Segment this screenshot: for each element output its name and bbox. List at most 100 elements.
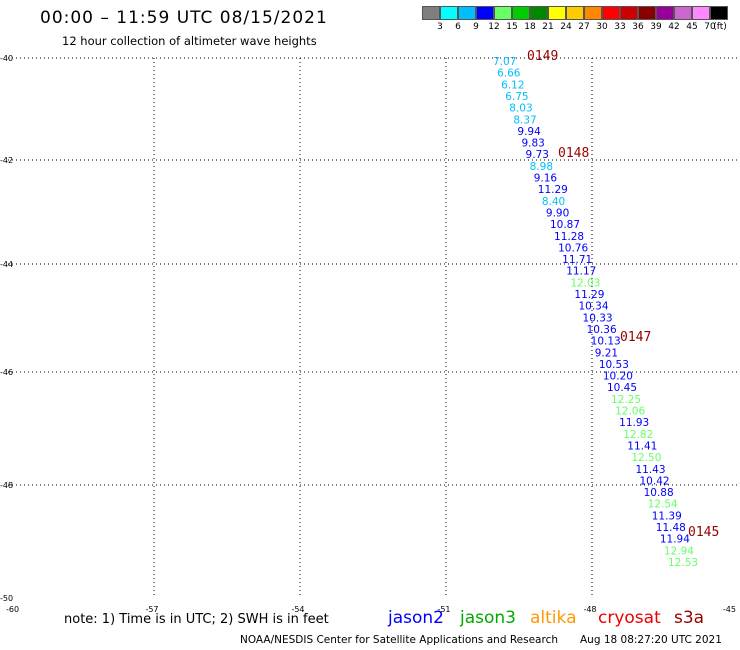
scale-label: 70 [704, 22, 716, 32]
scale-swatch [422, 6, 440, 20]
wave-height-label: 10.87 [550, 219, 580, 231]
graticule [8, 57, 738, 598]
wave-height-label: 8.37 [513, 114, 536, 126]
time-mark-label: 0148 [558, 146, 589, 161]
time-mark-label: 0147 [620, 330, 651, 345]
scale-swatch [494, 6, 512, 20]
timestamp-text: Aug 18 08:27:20 UTC 2021 [580, 634, 722, 646]
wave-height-label: 11.17 [566, 266, 596, 278]
wave-height-label: 10.53 [599, 359, 629, 371]
lon-tick-label: -54 [291, 605, 304, 614]
wave-height-label: 11.94 [660, 534, 690, 546]
wave-height-label: 10.45 [607, 382, 637, 394]
wave-height-label: 12.50 [631, 452, 661, 464]
wave-height-label: 11.48 [656, 522, 686, 534]
lat-tick-label: -46 [0, 368, 13, 377]
scale-label: 9 [473, 22, 479, 32]
scale-swatch [620, 6, 638, 20]
scale-label: 3 [437, 22, 443, 32]
wave-height-label: 11.39 [652, 510, 682, 522]
scale-swatch [440, 6, 458, 20]
scale-label: 36 [632, 22, 644, 32]
lat-tick-label: -44 [0, 260, 13, 269]
wave-height-label: 6.12 [501, 79, 524, 91]
scale-label: 30 [596, 22, 608, 32]
wave-height-label: 8.40 [542, 196, 565, 208]
time-mark-label: 0145 [688, 525, 719, 540]
lon-tick-label: -45 [723, 605, 736, 614]
legend-jason2: jason2 [388, 608, 444, 628]
lon-tick-label: -51 [437, 605, 450, 614]
scale-label: 27 [578, 22, 590, 32]
wave-height-label: 12.25 [611, 394, 641, 406]
scale-label: 18 [524, 22, 536, 32]
scale-swatch [710, 6, 728, 20]
wave-height-label: 12.06 [615, 406, 645, 418]
scale-swatch [458, 6, 476, 20]
wave-height-label: 9.16 [534, 173, 558, 185]
wave-height-label: 9.94 [517, 126, 541, 138]
scale-swatch [602, 6, 620, 20]
lat-tick-label: -48 [0, 481, 13, 490]
map-subtitle: 12 hour collection of altimeter wave hei… [62, 34, 317, 48]
scale-swatch [674, 6, 692, 20]
wave-height-label: 8.03 [509, 103, 532, 115]
scale-label: 15 [506, 22, 518, 32]
scale-label: 45 [686, 22, 698, 32]
wave-height-label: 10.42 [640, 475, 670, 487]
wave-height-label: 10.13 [591, 336, 621, 348]
wave-height-label: 11.28 [554, 231, 584, 243]
scale-swatch [512, 6, 530, 20]
wave-height-label: 12.82 [623, 429, 653, 441]
wave-height-label: 10.33 [583, 312, 613, 324]
time-mark-label: 0149 [527, 49, 558, 64]
scale-label: 39 [650, 22, 662, 32]
wave-height-label: 9.83 [521, 138, 544, 150]
scale-swatch [548, 6, 566, 20]
wave-height-label: 11.29 [574, 289, 604, 301]
scale-swatch [530, 6, 548, 20]
legend-jason3: jason3 [460, 608, 516, 628]
wave-height-label: 10.76 [558, 242, 588, 254]
scale-swatch [476, 6, 494, 20]
time-marks: 0149 0148 0147 0145 [527, 49, 719, 540]
wave-height-label: 7.07 [493, 56, 516, 68]
wave-height-label: 11.43 [635, 464, 665, 476]
wave-height-label: 9.21 [595, 347, 618, 359]
wave-height-label: 9.90 [546, 207, 569, 219]
lon-tick-label: -60 [6, 605, 19, 614]
wave-height-label: 12.53 [668, 557, 698, 569]
wave-height-label: 10.88 [644, 487, 674, 499]
scale-label: 6 [455, 22, 461, 32]
scale-swatch [656, 6, 674, 20]
credit-text: NOAA/NESDIS Center for Satellite Applica… [240, 634, 558, 646]
scale-label: 21 [542, 22, 554, 32]
scale-swatch [566, 6, 584, 20]
wave-height-label: 8.98 [530, 161, 553, 173]
wave-height-label: 11.93 [619, 417, 649, 429]
scale-label: 33 [614, 22, 626, 32]
wave-height-label: 11.29 [538, 184, 568, 196]
wave-height-label: 6.66 [497, 68, 521, 80]
wave-height-label: 10.36 [587, 324, 617, 336]
scale-label: 12 [488, 22, 500, 32]
map-title: 00:00 – 11:59 UTC 08/15/2021 [40, 8, 328, 28]
lon-tick-label: -48 [583, 605, 596, 614]
wave-height-label: 6.75 [505, 91, 528, 103]
lat-tick-label: -42 [0, 156, 13, 165]
wave-height-label: 12.03 [570, 277, 600, 289]
wave-height-track: 7.076.666.126.758.038.379.949.839.738.98… [493, 56, 698, 569]
footer-note: note: 1) Time is in UTC; 2) SWH is in fe… [64, 612, 329, 627]
wave-height-label: 11.41 [627, 440, 657, 452]
wave-height-label: 11.71 [562, 254, 592, 266]
scale-unit-label: (ft) [713, 22, 727, 32]
wave-height-label: 9.73 [526, 149, 549, 161]
wave-height-label: 12.94 [664, 545, 694, 557]
legend-altika: altika [530, 608, 577, 628]
wave-height-label: 10.20 [603, 371, 633, 383]
scale-label: 24 [560, 22, 572, 32]
lat-tick-label: -40 [0, 54, 13, 63]
wave-height-label: 12.54 [648, 499, 678, 511]
lon-tick-label: -57 [145, 605, 158, 614]
